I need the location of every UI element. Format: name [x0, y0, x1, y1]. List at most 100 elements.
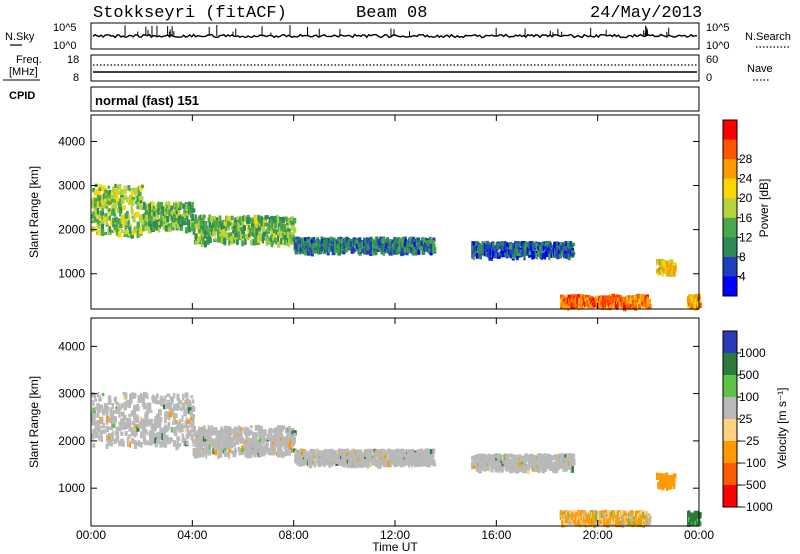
echo-cell: [491, 242, 495, 249]
echo-cell: [396, 456, 400, 463]
echo-cell: [361, 242, 364, 249]
echo-cell: [282, 224, 287, 228]
echo-cell: [120, 403, 124, 409]
echo-cell: [102, 215, 107, 222]
echo-cell: [410, 449, 415, 454]
noise-left-tick-top: 10^5: [53, 22, 77, 34]
echo-cell: [205, 452, 208, 459]
echo-cell: [422, 453, 425, 457]
echo-cell: [93, 202, 98, 208]
echo-cell: [259, 442, 263, 449]
echo-cell: [97, 426, 101, 432]
colorbar-swatch: [723, 237, 737, 258]
colorbar-tick-label: 24: [739, 172, 753, 186]
echo-cell: [245, 448, 249, 455]
echo-cell: [179, 223, 183, 230]
echo-cell: [96, 225, 101, 229]
echo-cell: [162, 404, 167, 410]
echo-cell: [417, 237, 420, 243]
echo-cell: [292, 432, 296, 437]
echo-cell: [198, 448, 201, 454]
echo-cell: [495, 465, 498, 470]
echo-cell: [117, 231, 122, 238]
echo-cell: [184, 425, 188, 429]
echo-cell: [294, 248, 298, 255]
noise-panel-frame: [90, 22, 700, 50]
echo-cell: [503, 463, 506, 468]
echo-cell: [184, 428, 187, 433]
echo-cell: [410, 236, 413, 242]
echo-cell: [126, 196, 130, 203]
echo-cell: [638, 302, 641, 309]
echo-cell: [277, 240, 281, 246]
echo-cell: [286, 218, 289, 222]
echo-cell: [258, 231, 261, 235]
echo-cell: [219, 435, 223, 441]
echo-cell: [154, 396, 158, 402]
freq-panel-frame: [90, 54, 700, 82]
echo-cell: [187, 419, 191, 424]
echo-cell: [491, 247, 495, 253]
echo-cell: [172, 420, 176, 425]
echo-cell: [185, 216, 189, 221]
echo-cell: [369, 462, 372, 467]
echo-cell: [195, 437, 198, 442]
echo-cell: [191, 405, 195, 412]
echo-cell: [397, 237, 400, 243]
echo-cell: [132, 219, 136, 223]
echo-cell: [245, 433, 249, 439]
echo-cell: [518, 466, 521, 472]
colorbar-swatch: [723, 178, 737, 199]
echo-cell: [307, 459, 311, 465]
echo-cell: [200, 427, 204, 433]
echo-cell: [121, 229, 124, 234]
echo-cell: [176, 222, 180, 228]
echo-cell: [284, 237, 287, 245]
echo-cell: [512, 454, 515, 460]
echo-cell: [357, 462, 361, 467]
echo-cell: [549, 242, 552, 247]
echo-cell: [659, 269, 664, 273]
echo-cell: [105, 216, 110, 222]
echo-cell: [171, 225, 175, 231]
echo-cell: [531, 464, 534, 471]
echo-cell: [93, 216, 98, 223]
echo-cell: [93, 428, 97, 435]
echo-cell: [351, 455, 354, 461]
echo-cell: [419, 455, 422, 459]
echo-cell: [100, 220, 105, 225]
echo-cell: [280, 238, 283, 245]
echo-cell: [477, 467, 480, 473]
echo-cell: [373, 245, 376, 252]
echo-cell: [549, 460, 553, 468]
echo-cell: [242, 437, 245, 441]
echo-cell: [533, 455, 537, 459]
echo-cell: [192, 229, 196, 235]
echo-cell: [396, 451, 399, 456]
nave-right-tick-top: 60: [706, 54, 718, 66]
echo-cell: [113, 416, 117, 423]
echo-cell: [315, 239, 319, 243]
echo-cell: [237, 219, 242, 225]
echo-cell: [294, 242, 299, 250]
echo-cell: [352, 239, 356, 246]
echo-cell: [156, 439, 160, 445]
echo-cell: [162, 426, 166, 430]
echo-cell: [128, 413, 132, 417]
echo-cell: [212, 447, 215, 454]
echo-cell: [181, 216, 185, 224]
echo-cell: [252, 239, 256, 246]
echo-cell: [565, 297, 568, 302]
echo-cell: [364, 461, 367, 468]
echo-cell: [203, 221, 208, 226]
echo-cell: [390, 449, 394, 454]
echo-cell: [221, 437, 225, 443]
echo-cell: [528, 462, 532, 468]
echo-cell: [289, 439, 292, 446]
echo-cell: [261, 237, 264, 244]
echo-cell: [230, 428, 233, 434]
echo-cell: [391, 457, 394, 463]
echo-cell: [321, 454, 325, 462]
echo-cell: [305, 451, 310, 456]
